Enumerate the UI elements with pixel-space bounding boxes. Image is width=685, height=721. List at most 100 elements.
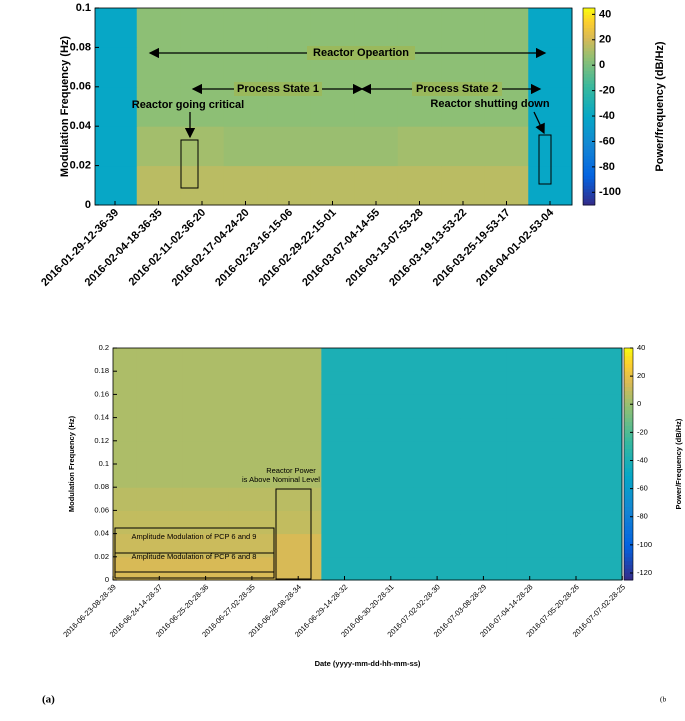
colorbar-swatch (624, 572, 633, 577)
colorbar-swatch (583, 96, 595, 101)
colorbar-tick-label: -100 (637, 540, 652, 549)
cell (136, 533, 183, 558)
cell (182, 417, 230, 442)
colorbar-swatch (583, 178, 595, 183)
cell (506, 533, 554, 558)
colorbar-tick-label: -40 (599, 110, 615, 122)
cell (136, 126, 181, 167)
cell (599, 464, 623, 488)
cell (599, 394, 623, 419)
annotation-box (180, 139, 199, 189)
cell (310, 126, 355, 167)
x-axis-label: Date (yyyy-mm-dd-hh-mm-ss) (315, 659, 421, 668)
y-tick-label: 0.02 (94, 552, 109, 561)
cell (275, 510, 322, 535)
colorbar-tick-label: 20 (637, 371, 645, 380)
colorbar-swatch (583, 24, 595, 29)
colorbar-tick-label: 40 (637, 343, 645, 352)
colorbar-swatch (583, 201, 595, 206)
annotation-box (275, 488, 312, 580)
colorbar-swatch (624, 402, 633, 407)
annotation: Amplitude Modulation of PCP 6 and 9 (132, 532, 257, 541)
cell (136, 556, 183, 581)
cell (275, 371, 322, 395)
cell (413, 417, 461, 442)
cell (506, 348, 554, 372)
y-tick-label: 0.06 (94, 505, 109, 514)
colorbar-swatch (583, 172, 595, 176)
colorbar-swatch (583, 168, 595, 173)
cell (267, 8, 312, 48)
cell (275, 487, 322, 511)
colorbar-swatch (583, 191, 595, 196)
cell (460, 348, 508, 372)
colorbar-swatch (624, 355, 633, 361)
colorbar-swatch (583, 27, 595, 32)
cell (136, 8, 181, 48)
y-tick-label: 0.04 (94, 529, 109, 538)
cell (223, 165, 268, 206)
y-tick-label: 0.2 (99, 343, 109, 352)
cell (413, 440, 461, 465)
colorbar-swatch (583, 188, 595, 193)
bottom-chart: 0 0.02 0.04 0.06 0.08 0.1 0.12 0.14 0.16 0.18 0.2 2… (61, 343, 683, 704)
colorbar-swatch (624, 390, 633, 395)
cell (113, 464, 137, 488)
colorbar-swatch (624, 529, 633, 535)
cell (321, 556, 369, 581)
annotation: Process State 2 (416, 83, 498, 95)
colorbar-swatch (583, 80, 595, 85)
colorbar-swatch (583, 11, 595, 16)
cell (113, 348, 137, 372)
cell (367, 371, 415, 395)
colorbar-swatch (583, 113, 595, 117)
colorbar-swatch (583, 34, 595, 39)
arrow (533, 111, 545, 135)
colorbar-frame (582, 7, 596, 206)
cell (180, 165, 225, 206)
colorbar-swatch (624, 386, 633, 392)
colorbar-swatch (624, 533, 633, 538)
colorbar-swatch (624, 436, 633, 442)
cell (136, 394, 183, 419)
cell (321, 464, 369, 488)
cell (228, 417, 276, 442)
cell (506, 556, 554, 581)
cell (367, 487, 415, 511)
cell (136, 165, 181, 206)
cell (528, 126, 573, 167)
colorbar-swatch (583, 63, 595, 68)
cell (367, 417, 415, 442)
cell (367, 440, 415, 465)
cell (460, 487, 508, 511)
cell (113, 556, 137, 581)
y-tick-label: 0.08 (94, 482, 109, 491)
cell (413, 556, 461, 581)
cell (460, 394, 508, 419)
colorbar-tick-label: -60 (637, 484, 648, 493)
colorbar-swatch (624, 525, 633, 531)
cell (136, 371, 183, 395)
cell (275, 394, 322, 419)
colorbar-swatch (624, 375, 633, 380)
cell (321, 440, 369, 465)
cell (441, 8, 486, 48)
cell (460, 371, 508, 395)
cell (228, 348, 276, 372)
label-bg (307, 46, 415, 60)
cell (182, 394, 230, 419)
cell (180, 126, 225, 167)
colorbar-swatch (624, 560, 633, 566)
cell (113, 440, 137, 465)
cell (552, 464, 600, 488)
cell (599, 533, 623, 558)
cell (113, 417, 137, 442)
y-tick-label: 0.02 (70, 160, 91, 172)
cell (354, 126, 399, 167)
cell (321, 487, 369, 511)
y-tick-label: 0.16 (94, 389, 109, 398)
cell (321, 348, 369, 372)
colorbar-swatch (624, 394, 633, 399)
cell (310, 165, 355, 206)
cell (354, 165, 399, 206)
